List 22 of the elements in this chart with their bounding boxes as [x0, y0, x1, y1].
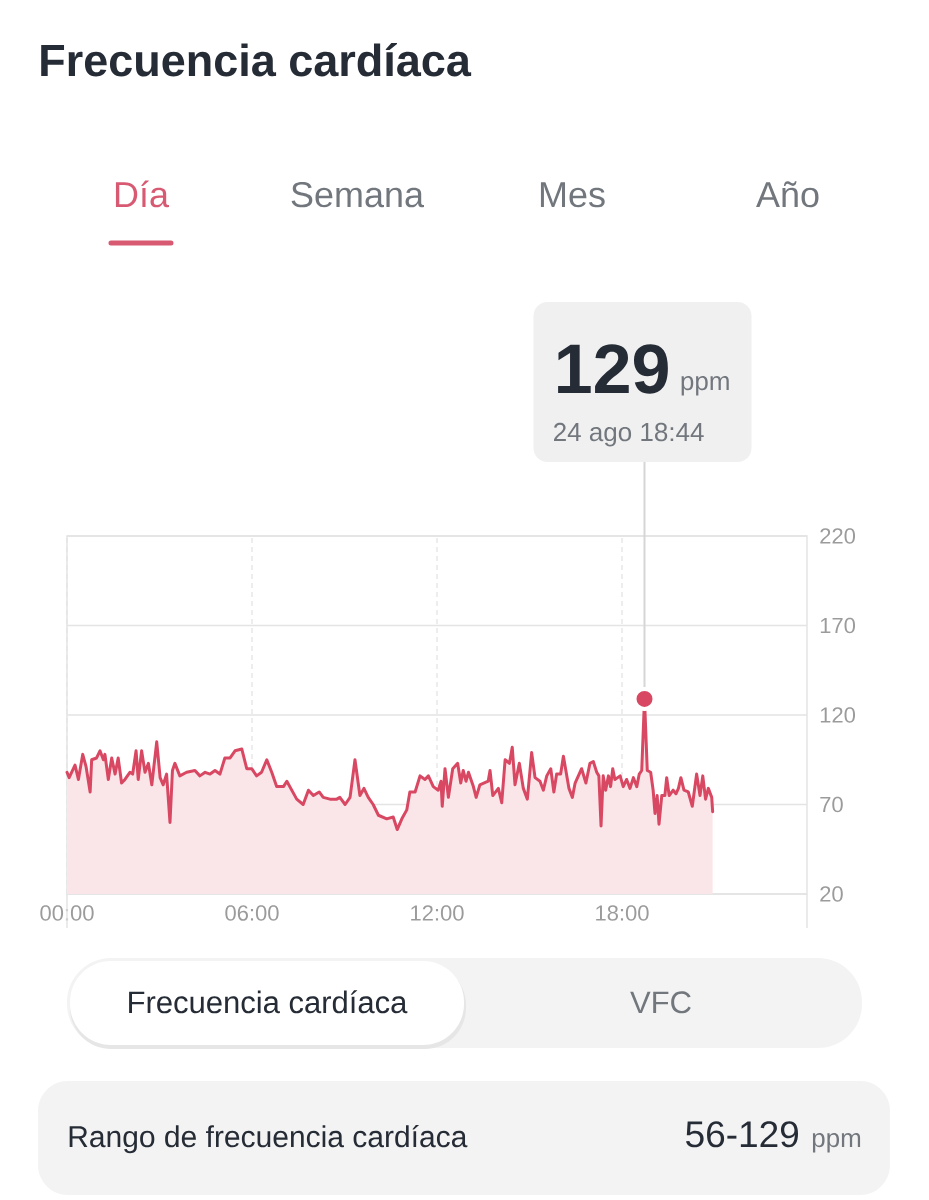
y-tick-label: 170: [820, 617, 856, 634]
x-tick-label: 12:00: [411, 905, 464, 921]
y-tick-label: 70: [820, 796, 843, 813]
y-tick-label: 120: [820, 707, 856, 723]
text: Año: [756, 181, 819, 208]
text: 129: [558, 344, 668, 394]
text: Mes: [540, 182, 605, 208]
x-tick-label: 06:00: [225, 905, 279, 921]
chart-title: Frecuencia cardíaca: [41, 43, 472, 77]
text: 56-129: [686, 1121, 799, 1148]
x-tick-label: 18:00: [596, 905, 649, 921]
text: Día: [115, 180, 169, 208]
y-tick-label: 20: [820, 886, 843, 902]
text: Frecuencia cardíaca: [129, 990, 408, 1014]
text: ppm: [812, 1133, 861, 1153]
text: Rango de frecuencia cardíaca: [69, 1124, 468, 1154]
text: ppm: [681, 376, 729, 396]
text: 24 ago 18:44: [554, 422, 704, 447]
text: Semana: [291, 181, 425, 208]
x-tick-label: 00:00: [40, 905, 94, 921]
text: VFC: [630, 991, 691, 1014]
y-tick-label: 220: [820, 528, 856, 544]
